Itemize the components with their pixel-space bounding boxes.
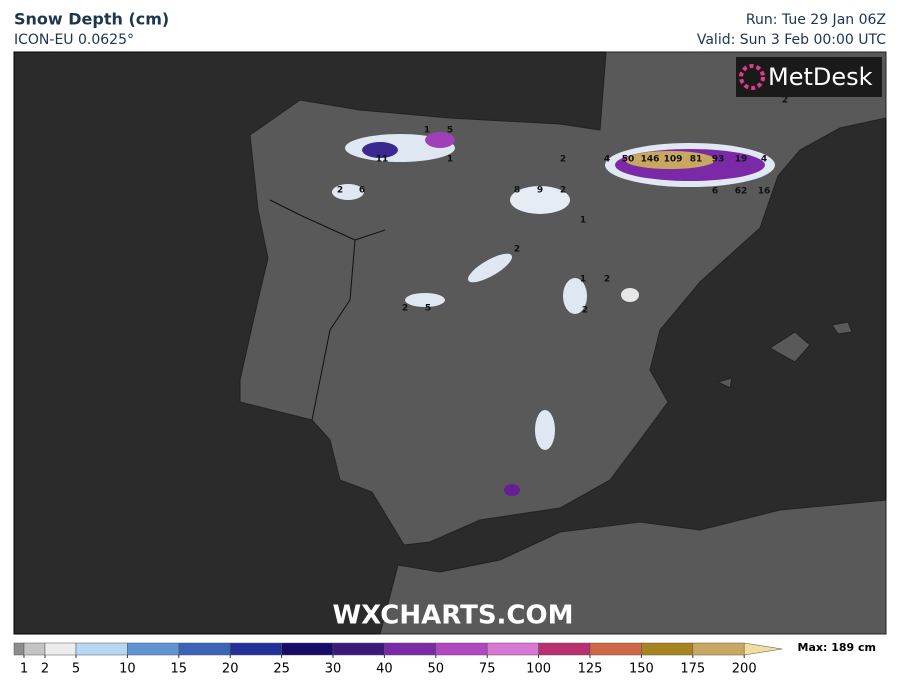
colorbar-segment <box>435 642 488 656</box>
map-label: 109 <box>664 155 683 165</box>
border <box>269 199 386 421</box>
land-islands <box>716 321 853 389</box>
map-label: 8 <box>514 186 520 196</box>
map-label: 1 <box>580 275 586 285</box>
colorbar-label: 100 <box>526 662 551 677</box>
map-label: 6 <box>712 187 718 197</box>
colorbar-segment <box>332 642 385 656</box>
colorbar-segment <box>127 642 180 656</box>
logo: MetDesk <box>768 63 873 91</box>
colorbar-label: 200 <box>732 662 757 677</box>
colorbar-label: 10 <box>119 662 136 677</box>
run: Run: Tue 29 Jan 06Z <box>746 12 886 28</box>
colorbar-segment <box>229 642 282 656</box>
colorbar-segment <box>23 642 46 656</box>
colorbar-arrow <box>743 642 783 656</box>
map-label: 1 <box>447 155 453 165</box>
map-label: 9 <box>537 186 543 196</box>
map-label: 1 <box>580 216 586 226</box>
colorbar-segment <box>486 642 539 656</box>
colorbar-label: 40 <box>376 662 393 677</box>
colorbar-segment <box>384 642 437 656</box>
map-label: 5 <box>425 304 431 314</box>
map-label: 5 <box>447 126 453 136</box>
colorbar-segment <box>589 642 642 656</box>
map-label: 2 <box>560 155 566 165</box>
colorbar-segment <box>281 642 334 656</box>
map-label: 2 <box>337 186 343 196</box>
watermark: WXCHARTS.COM <box>332 601 573 631</box>
colorbar-segment <box>641 642 694 656</box>
colorbar-label: 1 <box>20 662 28 677</box>
colorbar-segment <box>178 642 231 656</box>
colorbar-label: 5 <box>72 662 80 677</box>
map-label: 62 <box>735 187 748 197</box>
colorbar-label: 25 <box>273 662 290 677</box>
snow <box>332 132 775 496</box>
colorbar: 1 2 5 10 15 20 25 30 40 50 75 100 125 150 175 200 <box>13 642 783 677</box>
map-label: 146 <box>641 155 660 165</box>
map-label: 16 <box>758 187 771 197</box>
map-label: 93 <box>712 155 725 165</box>
map-label: 4 <box>761 155 767 165</box>
colorbar-segment <box>692 642 745 656</box>
colorbar-label: 20 <box>222 662 239 677</box>
colorbar-segment <box>538 642 591 656</box>
title: Snow Depth (cm) <box>14 10 169 29</box>
colorbar-label: 2 <box>41 662 49 677</box>
valid: Valid: Sun 3 Feb 00:00 UTC <box>697 32 886 48</box>
max-value: Max: 189 cm <box>798 641 876 654</box>
colorbar-label: 75 <box>479 662 496 677</box>
map-label: 2 <box>514 245 520 255</box>
logo-box <box>736 57 882 97</box>
map-label: 2 <box>402 304 408 314</box>
map-label: 50 <box>622 155 635 165</box>
map-label: 6 <box>359 186 365 196</box>
map-label: 19 <box>735 155 748 165</box>
colorbar-label: 50 <box>428 662 445 677</box>
map-label: 2 <box>560 186 566 196</box>
model: ICON-EU 0.0625° <box>14 32 134 48</box>
colorbar-segment <box>75 642 128 656</box>
map-label: 2 <box>782 96 788 106</box>
map-label: 81 <box>690 155 703 165</box>
colorbar-label: 175 <box>680 662 705 677</box>
land-africa <box>379 499 887 635</box>
map-label: 1 <box>424 126 430 136</box>
map-label: 4 <box>604 155 610 165</box>
colorbar-segment <box>13 642 25 656</box>
logo-icon <box>739 64 765 90</box>
colorbar-label: 30 <box>325 662 342 677</box>
map-label: 2 <box>582 306 588 316</box>
colorbar-label: 15 <box>171 662 188 677</box>
map-label: 2 <box>604 275 610 285</box>
colorbar-label: 150 <box>629 662 654 677</box>
colorbar-segment <box>44 642 77 656</box>
colorbar-label: 125 <box>578 662 603 677</box>
map-label: 11 <box>376 155 389 165</box>
